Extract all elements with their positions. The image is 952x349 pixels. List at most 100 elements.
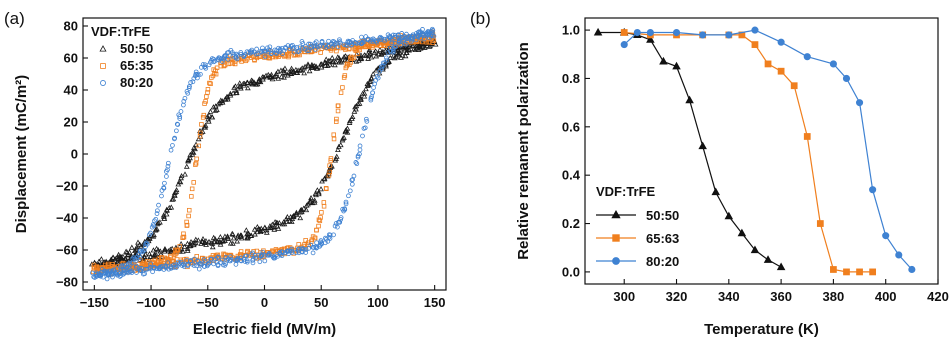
data-point <box>331 136 337 142</box>
data-point <box>363 34 369 39</box>
data-point <box>333 41 338 46</box>
data-point <box>141 254 148 260</box>
data-point <box>303 207 310 213</box>
data-point <box>340 85 345 90</box>
data-point <box>429 26 435 32</box>
data-point <box>346 193 351 199</box>
data-point <box>174 128 179 134</box>
data-point <box>353 106 359 112</box>
data-point <box>195 237 202 243</box>
y-axis-label: Displacement (mC/m²) <box>13 75 30 233</box>
data-point <box>301 70 308 76</box>
data-point <box>153 226 160 232</box>
plot-area <box>88 26 439 282</box>
data-point <box>224 96 231 102</box>
data-point <box>285 43 291 48</box>
data-point <box>229 240 236 246</box>
data-point <box>193 161 199 166</box>
data-point <box>144 241 150 247</box>
data-point <box>215 56 221 62</box>
data-point <box>593 27 603 36</box>
legend: VDF:TrFE 50:50 65:63 80:20 <box>596 184 679 269</box>
y-tick-label: 0 <box>71 147 78 162</box>
data-point <box>177 114 183 119</box>
data-point <box>208 256 214 262</box>
data-point <box>357 147 363 153</box>
data-point <box>153 216 159 222</box>
data-point <box>321 204 327 209</box>
data-point <box>335 146 341 153</box>
y-tick-label: −20 <box>56 179 78 194</box>
data-point <box>152 218 157 224</box>
data-point <box>298 208 305 215</box>
data-point <box>317 43 322 49</box>
data-point <box>256 226 263 232</box>
data-point <box>297 215 304 221</box>
data-point <box>332 223 338 229</box>
data-point <box>170 143 175 148</box>
data-point <box>237 232 244 238</box>
data-point <box>303 202 310 208</box>
y-tick-label: 0.2 <box>562 216 580 231</box>
data-point <box>262 258 268 264</box>
data-point <box>338 215 344 220</box>
legend-label: 50:50 <box>646 208 679 223</box>
data-point <box>318 50 323 55</box>
data-point <box>389 40 395 45</box>
data-point <box>182 95 188 101</box>
legend-title: VDF:TrFE <box>596 184 656 199</box>
data-point <box>179 248 186 254</box>
data-point <box>230 50 235 55</box>
x-tick-label: 50 <box>314 295 328 310</box>
data-point <box>354 161 360 167</box>
data-point <box>163 211 170 217</box>
data-point <box>377 68 383 74</box>
data-point <box>403 44 409 50</box>
data-point <box>238 249 244 254</box>
data-point <box>303 247 309 252</box>
data-point <box>208 81 213 87</box>
data-point <box>347 188 353 194</box>
data-point <box>178 240 184 247</box>
data-point <box>331 232 336 238</box>
data-point <box>257 228 264 235</box>
data-point <box>250 260 256 266</box>
y-tick-label: 60 <box>64 51 78 66</box>
data-point <box>348 60 353 65</box>
data-point <box>238 50 244 55</box>
data-point <box>371 85 376 90</box>
x-tick-label: 320 <box>666 289 688 304</box>
data-point <box>165 160 171 166</box>
data-point <box>208 239 214 246</box>
data-point <box>361 93 368 99</box>
x-tick-label: 400 <box>875 289 897 304</box>
data-point <box>326 173 332 178</box>
data-point <box>378 51 385 57</box>
data-point <box>328 158 333 163</box>
data-point <box>207 80 212 86</box>
y-tick-label: −80 <box>56 275 78 290</box>
data-point <box>110 254 116 260</box>
data-point <box>803 133 811 140</box>
data-point <box>124 252 131 258</box>
data-point <box>398 54 404 60</box>
data-point <box>151 231 157 238</box>
data-point <box>201 124 207 130</box>
data-point <box>159 193 164 199</box>
data-point <box>147 253 154 259</box>
data-point <box>324 62 331 68</box>
data-point <box>261 224 268 231</box>
data-point <box>259 74 266 80</box>
data-point <box>316 223 321 229</box>
data-point <box>829 60 837 68</box>
data-point <box>777 67 785 75</box>
data-point <box>393 44 399 50</box>
data-point <box>129 270 135 275</box>
data-point <box>131 255 137 261</box>
data-point <box>908 265 916 274</box>
data-point <box>165 163 171 169</box>
data-point <box>231 84 237 90</box>
data-point <box>221 63 227 69</box>
data-point <box>368 75 375 81</box>
data-point <box>323 186 329 191</box>
